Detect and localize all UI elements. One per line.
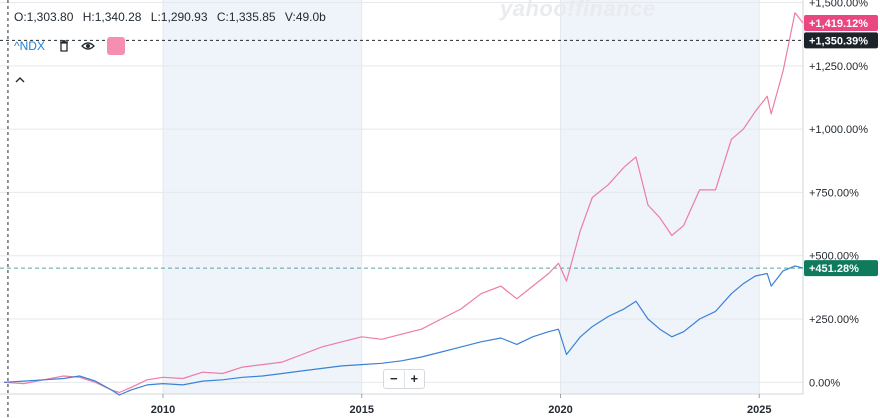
- pink-last-value-tag: +1,419.12%: [809, 18, 868, 30]
- close-value: C:1,335.85: [216, 10, 276, 24]
- blue-last-value-tag-bg: [804, 260, 878, 277]
- chevron-up-icon[interactable]: [13, 74, 27, 88]
- y-tick-label: 0.00%: [809, 377, 840, 389]
- y-tick-label: +750.00%: [809, 187, 859, 199]
- low-value: L:1,290.93: [150, 10, 208, 24]
- series-line-1: [3, 265, 804, 396]
- year-band: [162, 0, 362, 394]
- x-tick-label: 2025: [747, 404, 771, 416]
- high-value: H:1,340.28: [82, 10, 142, 24]
- symbol-label[interactable]: ^NDX: [14, 39, 45, 53]
- y-tick-label: +1,500.00%: [809, 0, 868, 10]
- blue-last-value-tag: +451.28%: [809, 263, 859, 275]
- open-value: O:1,303.80: [14, 10, 74, 24]
- color-swatch[interactable]: [106, 37, 125, 55]
- eye-icon[interactable]: [81, 39, 95, 53]
- yahoo-finance-watermark: yahoo!finance: [500, 0, 656, 21]
- zoom-in-button[interactable]: +: [410, 371, 419, 386]
- x-tick-label: 2010: [151, 404, 175, 416]
- x-tick-label: 2020: [548, 404, 572, 416]
- y-tick-label: +250.00%: [809, 314, 859, 326]
- crosshair-value-tag: +1,350.39%: [809, 35, 868, 47]
- y-tick-label: +500.00%: [809, 251, 859, 263]
- ohlc-readout: O:1,303.80 H:1,340.28 L:1,290.93 C:1,335…: [14, 10, 332, 24]
- series-line-0: [3, 12, 804, 394]
- pink-last-value-tag-bg: [804, 15, 878, 32]
- y-tick-label: +1,250.00%: [809, 61, 868, 73]
- series-legend: ^NDX: [14, 37, 125, 55]
- trash-icon[interactable]: [57, 39, 71, 53]
- y-tick-label: +1,000.00%: [809, 124, 868, 136]
- year-band: [560, 0, 760, 394]
- volume-value: V:49.0b: [284, 10, 326, 24]
- zoom-out-button[interactable]: −: [384, 370, 405, 388]
- zoom-control: − +: [383, 369, 425, 389]
- x-tick-label: 2015: [350, 404, 374, 416]
- crosshair-value-tag-bg: [804, 32, 878, 49]
